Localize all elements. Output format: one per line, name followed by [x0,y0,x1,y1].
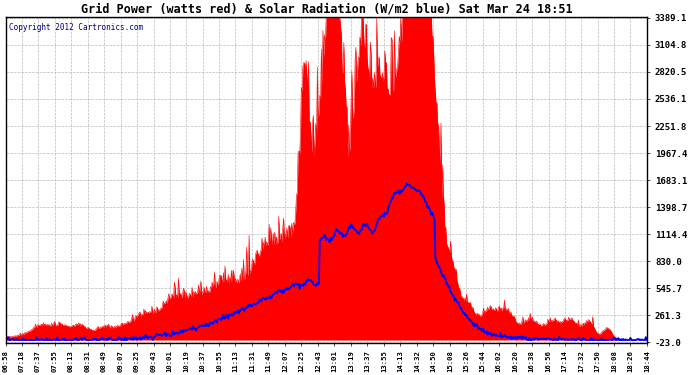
Text: Copyright 2012 Cartronics.com: Copyright 2012 Cartronics.com [9,24,143,33]
Title: Grid Power (watts red) & Solar Radiation (W/m2 blue) Sat Mar 24 18:51: Grid Power (watts red) & Solar Radiation… [81,3,573,16]
